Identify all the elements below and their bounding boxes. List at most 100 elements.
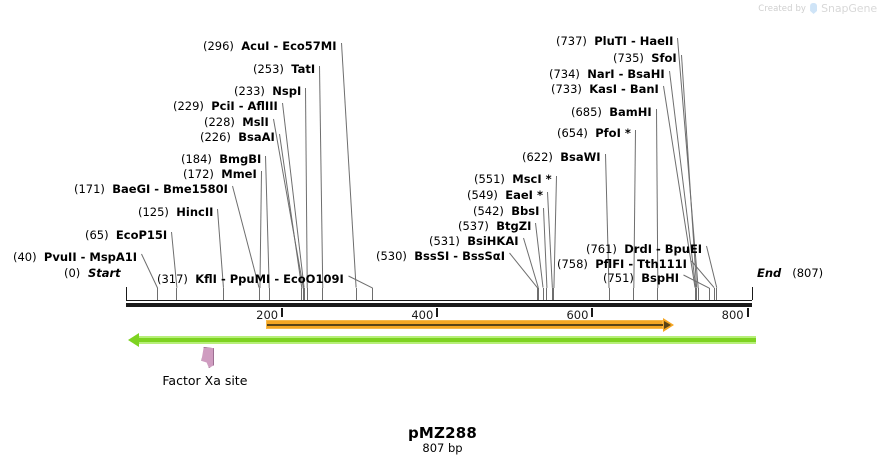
enzyme-name-separator: -: [270, 272, 284, 286]
enzyme-position: (734): [549, 67, 580, 81]
enzyme-label[interactable]: (184) BmgBI: [181, 153, 261, 165]
enzyme-name: AflIII: [247, 99, 278, 113]
enzyme-label[interactable]: (758) PflFI - Tth111I: [557, 258, 687, 270]
enzyme-name: KflI: [195, 272, 217, 286]
enzyme-label[interactable]: (125) HincII: [138, 206, 213, 218]
enzyme-position: (549): [467, 188, 498, 202]
green-feature-arrow[interactable]: [137, 336, 756, 344]
enzyme-label[interactable]: (171) BaeGI - Bme1580I: [74, 183, 228, 195]
enzyme-label[interactable]: (551) MscI *: [474, 173, 552, 185]
enzyme-position: (758): [557, 257, 588, 271]
backbone-bar: [126, 303, 752, 307]
enzyme-name: EcoP15I: [115, 228, 168, 242]
enzyme-label[interactable]: (530) BssSI - BssSαI: [376, 250, 505, 262]
backbone-line: [126, 300, 752, 301]
enzyme-name: KasI: [589, 82, 618, 96]
enzyme-position: (229): [173, 99, 204, 113]
enzyme-name-separator: -: [626, 34, 640, 48]
ruler-tick: [591, 308, 594, 317]
enzyme-name-separator: -: [617, 82, 630, 96]
enzyme-position: (551): [474, 172, 505, 186]
enzyme-position: (228): [204, 115, 235, 129]
enzyme-label[interactable]: (537) BtgZI: [458, 220, 531, 232]
restriction-site-tick: [696, 288, 698, 300]
enzyme-label[interactable]: (542) BbsI: [473, 205, 539, 217]
enzyme-name: AcuI: [241, 39, 270, 53]
enzyme-label[interactable]: (317) KflI - PpuMI - EcoO109I: [157, 273, 344, 285]
restriction-site-tick: [694, 288, 696, 300]
enzyme-name: Bme1580I: [163, 182, 228, 196]
enzyme-label[interactable]: (229) PciI - AflIII: [173, 100, 278, 112]
snapgene-logo-icon: [810, 3, 818, 14]
snapgene-credit: Created by SnapGene: [758, 2, 877, 15]
enzyme-label[interactable]: (685) BamHI: [571, 106, 652, 118]
enzyme-label[interactable]: (531) BsiHKAI: [429, 235, 519, 247]
enzyme-label[interactable]: (40) PvuII - MspA1I: [13, 251, 137, 263]
enzyme-label[interactable]: (735) SfoI: [613, 52, 677, 64]
restriction-site-tick: [371, 288, 373, 300]
enzyme-label[interactable]: (733) KasI - BanI: [551, 83, 659, 95]
enzyme-name: BmgBI: [219, 152, 262, 166]
enzyme-name: MscI *: [512, 172, 552, 186]
credit-brand: SnapGene: [821, 2, 877, 15]
ruler-tick-label: 200: [256, 308, 279, 322]
enzyme-name: TatI: [291, 62, 316, 76]
restriction-site-tick: [537, 288, 539, 300]
enzyme-label[interactable]: (233) NspI: [234, 85, 301, 97]
enzyme-name: SfoI: [651, 51, 677, 65]
enzyme-label[interactable]: (737) PluTI - HaeII: [556, 35, 673, 47]
enzyme-position: (184): [181, 152, 212, 166]
enzyme-label[interactable]: (172) MmeI: [183, 168, 257, 180]
enzyme-name: BssSI: [414, 249, 450, 263]
enzyme-label[interactable]: (296) AcuI - Eco57MI: [203, 40, 337, 52]
enzyme-position: (253): [253, 62, 284, 76]
enzyme-name-separator: -: [150, 182, 164, 196]
enzyme-position: (542): [473, 204, 504, 218]
restriction-site-tick: [223, 288, 224, 300]
orange-feature-core: [266, 323, 663, 326]
enzyme-name: BanI: [629, 82, 659, 96]
enzyme-name: Tth111I: [637, 257, 687, 271]
enzyme-label[interactable]: (761) DrdI - BpuEI: [586, 243, 702, 255]
enzyme-position: (65): [85, 228, 109, 242]
enzyme-label[interactable]: (751) BspHI: [603, 272, 679, 284]
restriction-site-tick: [608, 288, 610, 300]
enzyme-name: PpuMI: [229, 272, 271, 286]
enzyme-label[interactable]: (549) EaeI *: [467, 189, 543, 201]
enzyme-label[interactable]: (226) BsaAI: [200, 131, 275, 143]
ruler-tick: [746, 308, 749, 317]
page-title: pMZ288: [407, 424, 478, 442]
restriction-site-tick: [657, 288, 659, 300]
restriction-site-tick: [322, 288, 324, 300]
enzyme-name: PvuII: [43, 250, 77, 264]
enzyme-name-separator: -: [76, 250, 90, 264]
restriction-site-tick: [157, 288, 158, 300]
restriction-site-tick: [303, 288, 305, 300]
ruler-tick: [281, 308, 284, 317]
enzyme-label[interactable]: (65) EcoP15I: [85, 229, 167, 241]
ruler-tick-label: 800: [721, 308, 744, 322]
enzyme-name: BpuEI: [664, 242, 703, 256]
enzyme-position: (530): [376, 249, 407, 263]
restriction-site-tick: [259, 288, 261, 300]
restriction-site-tick: [633, 288, 635, 300]
restriction-site-tick: [546, 288, 548, 300]
enzyme-label[interactable]: (734) NarI - BsaHI: [549, 68, 665, 80]
enzyme-name: PflFI: [595, 257, 625, 271]
enzyme-position: (125): [138, 205, 169, 219]
restriction-site-tick: [708, 288, 710, 300]
restriction-site-tick: [716, 288, 718, 300]
enzyme-name: HaeII: [639, 34, 674, 48]
enzyme-label[interactable]: (253) TatI: [253, 63, 315, 75]
restriction-site-tick: [551, 288, 553, 300]
enzyme-name: BamHI: [609, 105, 652, 119]
enzyme-label[interactable]: (228) MslI: [204, 116, 269, 128]
factor-xa-site-label: Factor Xa site: [162, 373, 248, 388]
enzyme-name: HincII: [176, 205, 214, 219]
backbone-start-tick: [126, 287, 127, 300]
enzyme-label[interactable]: (654) PfoI *: [557, 127, 631, 139]
enzyme-label[interactable]: (622) BsaWI: [522, 151, 601, 163]
enzyme-name: BsaHI: [627, 67, 665, 81]
enzyme-name: MspA1I: [89, 250, 138, 264]
enzyme-name: BssSαI: [462, 249, 505, 263]
